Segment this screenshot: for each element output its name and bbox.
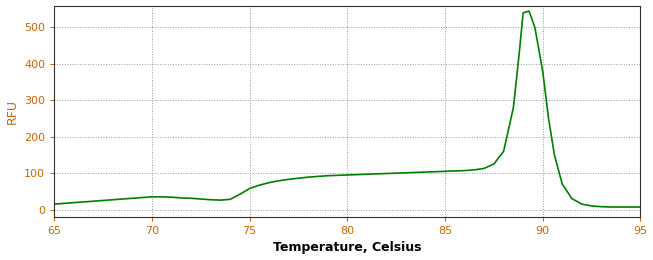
Y-axis label: RFU: RFU <box>6 99 18 124</box>
X-axis label: Temperature, Celsius: Temperature, Celsius <box>273 242 422 255</box>
